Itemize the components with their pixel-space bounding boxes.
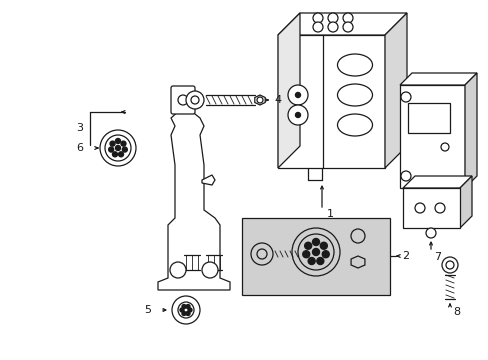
- Circle shape: [185, 311, 190, 315]
- Text: 2: 2: [401, 251, 408, 261]
- Polygon shape: [459, 176, 471, 228]
- Circle shape: [304, 242, 311, 249]
- Circle shape: [257, 97, 263, 103]
- Circle shape: [185, 305, 190, 309]
- Text: 7: 7: [433, 252, 440, 262]
- Polygon shape: [384, 13, 406, 168]
- Polygon shape: [402, 176, 471, 188]
- FancyBboxPatch shape: [171, 86, 195, 114]
- Circle shape: [187, 308, 192, 312]
- Circle shape: [400, 92, 410, 102]
- Circle shape: [307, 257, 315, 265]
- Circle shape: [118, 152, 123, 157]
- Text: 6: 6: [318, 279, 325, 289]
- Polygon shape: [399, 73, 476, 85]
- Circle shape: [178, 95, 187, 105]
- Circle shape: [115, 139, 120, 144]
- Circle shape: [434, 203, 444, 213]
- Polygon shape: [350, 256, 364, 268]
- Circle shape: [440, 143, 448, 151]
- Circle shape: [441, 257, 457, 273]
- Circle shape: [202, 262, 218, 278]
- Text: 3: 3: [76, 123, 83, 133]
- Circle shape: [170, 262, 185, 278]
- Text: 8: 8: [452, 307, 459, 317]
- Circle shape: [115, 145, 120, 150]
- Circle shape: [191, 96, 199, 104]
- Circle shape: [291, 228, 339, 276]
- Circle shape: [250, 243, 272, 265]
- Circle shape: [122, 147, 127, 152]
- Circle shape: [257, 249, 266, 259]
- Circle shape: [182, 311, 185, 315]
- Circle shape: [312, 22, 323, 32]
- Polygon shape: [202, 175, 215, 185]
- Text: 4: 4: [273, 95, 281, 105]
- Bar: [242, 218, 389, 295]
- Ellipse shape: [337, 84, 372, 106]
- Circle shape: [425, 228, 435, 238]
- Text: 5: 5: [144, 305, 151, 315]
- Circle shape: [287, 105, 307, 125]
- Ellipse shape: [337, 114, 372, 136]
- Polygon shape: [254, 95, 264, 105]
- Circle shape: [110, 141, 115, 146]
- Circle shape: [342, 13, 352, 23]
- Circle shape: [121, 141, 126, 146]
- Circle shape: [400, 171, 410, 181]
- Circle shape: [295, 93, 300, 98]
- Circle shape: [320, 242, 326, 249]
- Polygon shape: [278, 13, 406, 35]
- Polygon shape: [464, 73, 476, 188]
- Circle shape: [105, 135, 131, 161]
- Circle shape: [112, 152, 117, 157]
- Circle shape: [287, 85, 307, 105]
- Circle shape: [414, 203, 424, 213]
- Polygon shape: [278, 13, 299, 168]
- Circle shape: [322, 251, 328, 258]
- Circle shape: [295, 112, 300, 117]
- Bar: [407, 103, 449, 133]
- Polygon shape: [158, 103, 229, 290]
- Circle shape: [445, 261, 453, 269]
- Circle shape: [312, 248, 319, 256]
- Circle shape: [350, 229, 364, 243]
- Circle shape: [327, 22, 337, 32]
- Circle shape: [327, 13, 337, 23]
- Circle shape: [100, 130, 136, 166]
- Bar: [278, 35, 384, 168]
- Text: 1: 1: [326, 209, 333, 219]
- Bar: [399, 85, 464, 188]
- Bar: [402, 188, 459, 228]
- Circle shape: [316, 257, 323, 265]
- Ellipse shape: [337, 54, 372, 76]
- Circle shape: [180, 308, 183, 312]
- Circle shape: [182, 305, 185, 309]
- Circle shape: [342, 22, 352, 32]
- Circle shape: [312, 238, 319, 246]
- Circle shape: [185, 91, 203, 109]
- Circle shape: [297, 234, 333, 270]
- Text: 6: 6: [76, 143, 83, 153]
- Circle shape: [302, 251, 309, 258]
- Circle shape: [178, 302, 194, 318]
- Circle shape: [172, 296, 200, 324]
- Circle shape: [312, 13, 323, 23]
- Circle shape: [108, 147, 113, 152]
